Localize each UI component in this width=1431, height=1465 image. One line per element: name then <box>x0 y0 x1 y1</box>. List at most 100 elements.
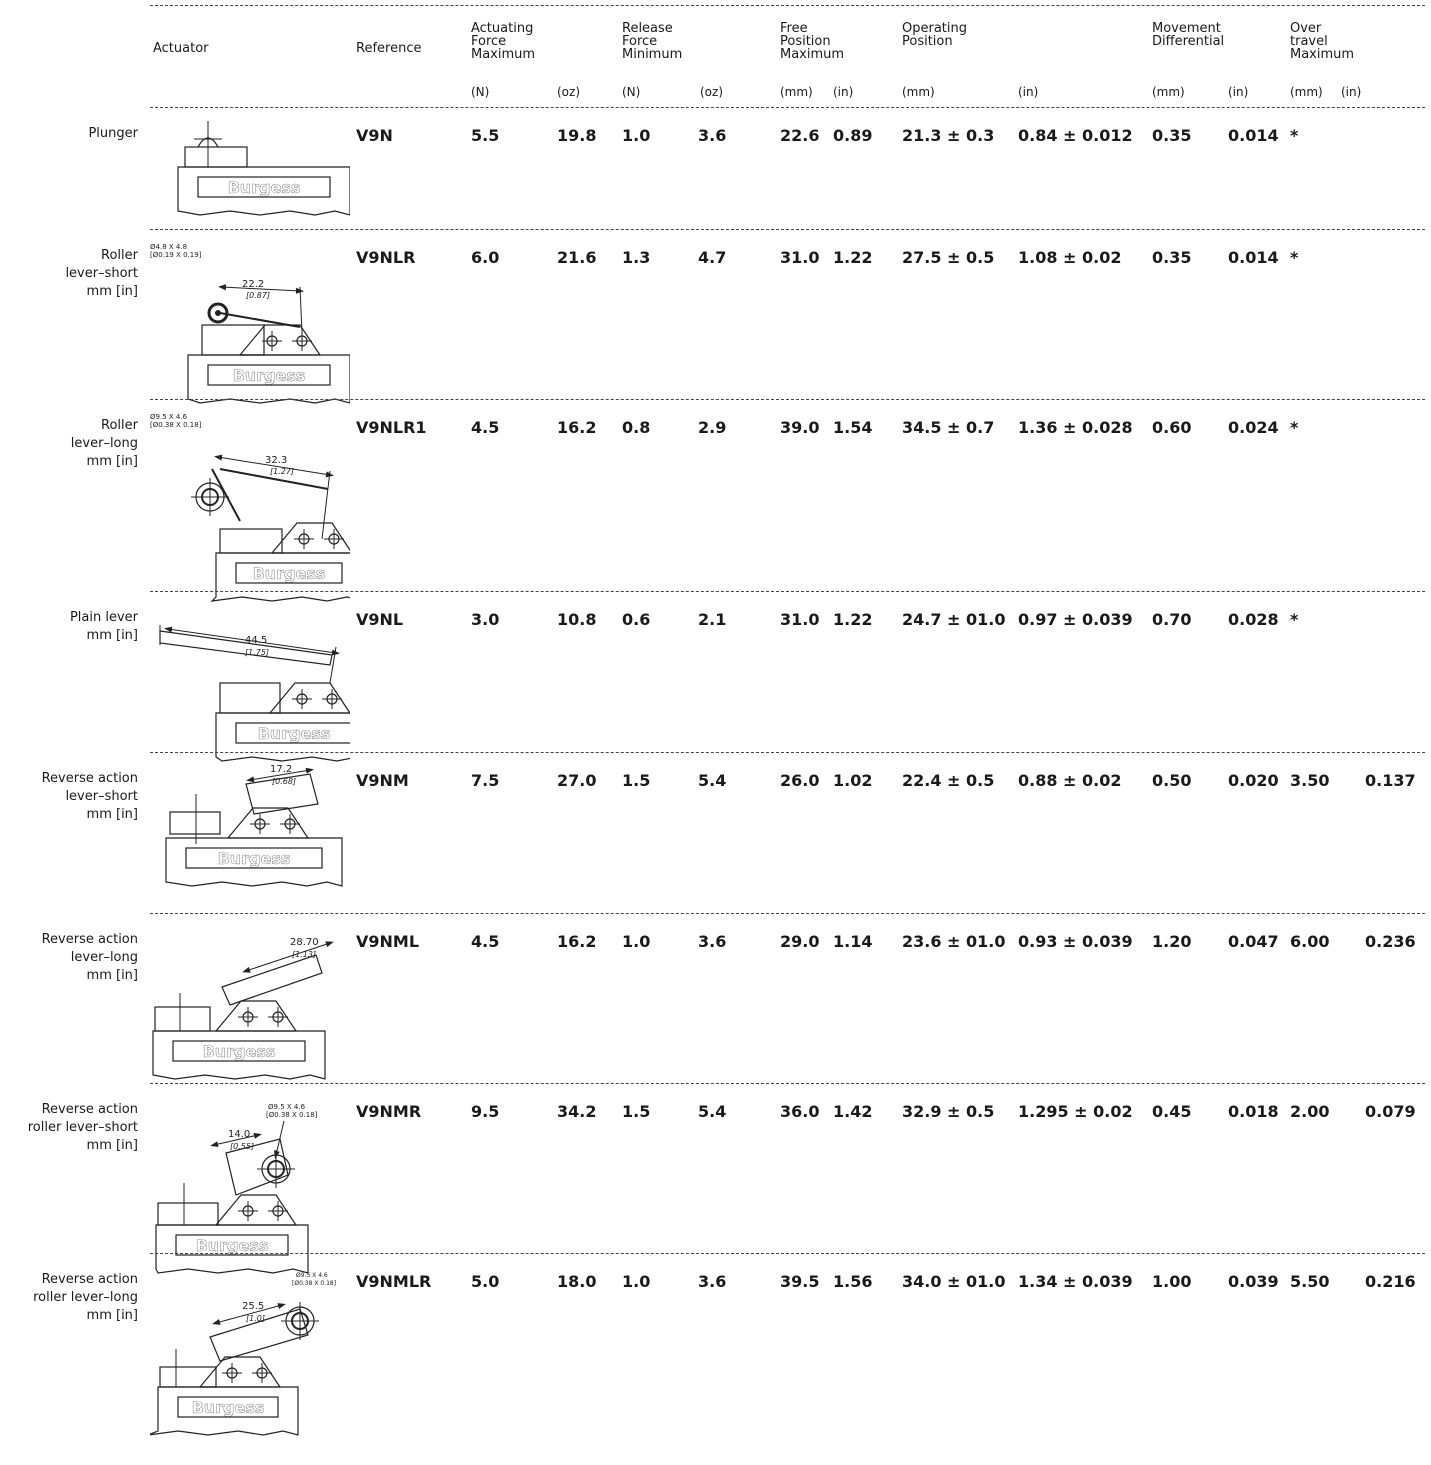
cell-ot-mm: * <box>1290 126 1299 145</box>
lever-length-in: [1.75] <box>245 648 269 657</box>
switch-body: Burgess <box>155 1224 309 1274</box>
cell-free-mm: 31.0 <box>780 610 820 629</box>
pivot-mark <box>322 689 342 709</box>
unit-mov-mm: (mm) <box>1152 85 1185 99</box>
roller-dimension: Ø9.5 X 4.6 <box>150 413 188 421</box>
pivot-mark <box>268 1007 288 1027</box>
row-divider <box>150 752 1425 753</box>
actuator-drawing: Burgess <box>150 119 350 319</box>
lever-bracket <box>238 324 322 356</box>
cell-act-n: 7.5 <box>471 771 500 790</box>
cell-free-in: 1.54 <box>833 418 873 437</box>
lever-length-in: [0.68] <box>272 777 296 786</box>
brand-label: Burgess <box>253 564 326 583</box>
lever-length-in: [0.87] <box>246 291 270 300</box>
cell-act-oz: 19.8 <box>557 126 597 145</box>
actuator-label-line: Reverse action <box>41 771 138 786</box>
actuator-drawing: 17.2 [0.68] Burgess <box>150 764 350 964</box>
unit-op-in: (in) <box>1018 85 1039 99</box>
actuator-drawing: 14.0 [0.55] Ø9.5 X 4.6 [Ø0.38 X 0.18] Burges… <box>150 1095 350 1295</box>
cell-ot-in: 0.079 <box>1365 1102 1416 1121</box>
actuator-label-line: lever–long <box>70 950 138 965</box>
cell-rel-oz: 3.6 <box>698 126 727 145</box>
cell-mov-in: 0.020 <box>1228 771 1279 790</box>
unit-act-oz: (oz) <box>557 85 581 99</box>
dimension-line <box>242 941 334 973</box>
cell-mov-mm: 0.35 <box>1152 248 1192 267</box>
cell-free-in: 1.42 <box>833 1102 873 1121</box>
cell-ot-mm: 3.50 <box>1290 771 1330 790</box>
pivot-mark <box>294 529 314 549</box>
cell-rel-n: 1.5 <box>622 1102 651 1121</box>
dimension-line <box>164 626 340 656</box>
cell-op-in: 0.84 ± 0.012 <box>1018 126 1133 145</box>
header-release-force: Release Force Minimum <box>622 21 683 62</box>
cell-mov-in: 0.047 <box>1228 932 1279 951</box>
cell-rel-oz: 5.4 <box>698 1102 727 1121</box>
row-divider <box>150 913 1425 914</box>
cell-act-n: 9.5 <box>471 1102 500 1121</box>
cell-mov-in: 0.028 <box>1228 610 1279 629</box>
cell-act-n: 4.5 <box>471 932 500 951</box>
cell-op-in: 1.34 ± 0.039 <box>1018 1272 1133 1291</box>
actuator-label-line: mm [in] <box>86 454 138 469</box>
actuator-label-line: Reverse action <box>41 1102 138 1117</box>
actuator-label: Reverse action roller lever–short mm [in] <box>0 1101 138 1155</box>
lever-length: 44.5 <box>245 635 267 646</box>
roller-dimension: Ø9.5 X 4.6 <box>296 1272 328 1279</box>
cell-ref: V9NL <box>356 610 404 629</box>
switch-body: Burgess <box>210 552 350 602</box>
actuator-label-line: mm [in] <box>86 1308 138 1323</box>
cell-op-in: 0.93 ± 0.039 <box>1018 932 1133 951</box>
cell-mov-in: 0.018 <box>1228 1102 1279 1121</box>
cell-act-oz: 16.2 <box>557 418 597 437</box>
pivot-mark <box>292 689 312 709</box>
cell-mov-mm: 0.35 <box>1152 126 1192 145</box>
cell-rel-n: 1.0 <box>622 126 651 145</box>
lever-length: 32.3 <box>265 455 287 466</box>
dimension-line <box>246 767 314 783</box>
dimension-line <box>218 284 304 294</box>
cell-rel-n: 1.0 <box>622 932 651 951</box>
brand-label: Burgess <box>203 1042 276 1061</box>
cell-free-in: 1.22 <box>833 610 873 629</box>
cell-rel-n: 1.5 <box>622 771 651 790</box>
header-free-position: Free Position Maximum <box>780 21 845 62</box>
cell-ot-in: 0.236 <box>1365 932 1416 951</box>
cell-free-mm: 36.0 <box>780 1102 820 1121</box>
actuator-label-line: mm [in] <box>86 1138 138 1153</box>
row-divider <box>150 229 1425 230</box>
lever-bracket <box>226 807 310 839</box>
actuator-diagram: Burgess <box>177 121 350 216</box>
roller-dimension-in: [Ø0.19 X 0.19] <box>150 251 202 259</box>
cell-ref: V9NML <box>356 932 420 951</box>
actuator-diagram: 44.5 [1.75] Burgess <box>159 625 350 762</box>
actuator-label: Reverse action roller lever–long mm [in] <box>0 1271 138 1325</box>
cell-mov-in: 0.039 <box>1228 1272 1279 1291</box>
lever-length-in: [1.13] <box>292 950 316 959</box>
header-over-travel: Over travel Maximum <box>1290 21 1355 62</box>
cell-mov-mm: 0.50 <box>1152 771 1192 790</box>
cell-rel-n: 0.6 <box>622 610 651 629</box>
header-top-rule <box>150 5 1425 6</box>
pivot-mark <box>250 814 270 834</box>
roller-dimension-in: [Ø0.38 X 0.18] <box>266 1111 318 1119</box>
cell-act-oz: 18.0 <box>557 1272 597 1291</box>
cell-op-in: 0.97 ± 0.039 <box>1018 610 1133 629</box>
cell-free-in: 1.14 <box>833 932 873 951</box>
cell-ref: V9NMLR <box>356 1272 432 1291</box>
actuator-label-line: Reverse action <box>41 1272 138 1287</box>
cell-rel-n: 1.0 <box>622 1272 651 1291</box>
pivot-mark <box>280 814 300 834</box>
cell-act-n: 5.0 <box>471 1272 500 1291</box>
lever-length-in: [1.27] <box>270 467 294 476</box>
lever-bracket <box>214 1194 298 1226</box>
unit-rel-oz: (oz) <box>700 85 724 99</box>
actuator-diagram: 17.2 [0.68] Burgess <box>165 764 343 887</box>
cell-free-mm: 26.0 <box>780 771 820 790</box>
actuator-label-line: Reverse action <box>41 932 138 947</box>
lever-length: 25.5 <box>242 1301 264 1312</box>
cell-op-in: 1.08 ± 0.02 <box>1018 248 1122 267</box>
actuator-diagram: 25.5 [1.0] Ø9.5 X 4.6[Ø0.38 X 0.18] Burgess <box>150 1272 336 1436</box>
lever-length: 14.0 <box>228 1129 250 1140</box>
